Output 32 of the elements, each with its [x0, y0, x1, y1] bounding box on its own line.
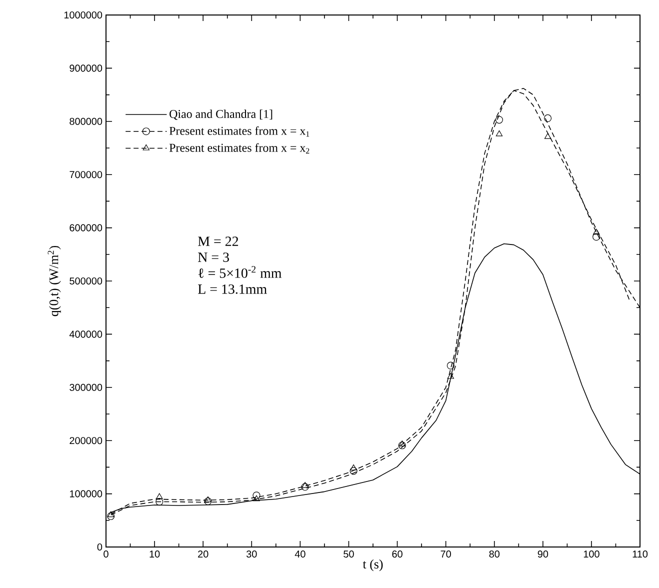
x-tick-label: 80: [489, 550, 500, 558]
x-tick-label: 0: [104, 550, 108, 558]
y-tick-label: 1000000: [64, 11, 102, 19]
y-tick-label: 900000: [70, 64, 102, 72]
x-tick-label: 70: [440, 550, 451, 558]
y-tick-label: 400000: [69, 330, 102, 338]
x-tick-label: 50: [344, 550, 354, 558]
annotation: M = 22: [198, 236, 238, 246]
x-tick-label: 10: [150, 550, 160, 558]
x-tick-label: 20: [198, 550, 208, 558]
y-tick-label: 600000: [70, 224, 102, 232]
y-tick-label: 300000: [70, 384, 102, 391]
legend-label: Qiao and Chandra [1]: [170, 110, 272, 120]
y-tick-label: 200000: [70, 437, 102, 444]
annotation: L = 13.1mm: [198, 284, 267, 294]
y-tick-label: 500000: [70, 277, 102, 285]
annotation: ℓ = 5×10$^{-2}$ mm: [198, 266, 282, 278]
x-axis-title: t (s): [362, 559, 383, 572]
legend-label: Present estimates from x = x$_{2}$: [169, 143, 310, 154]
x-tick-label: 100: [584, 550, 600, 558]
y-tick-label: 700000: [70, 171, 102, 178]
annotation: N = 3: [198, 252, 229, 262]
x-tick-label: 110: [632, 550, 648, 558]
y-axis-title: q(0,t) (W/m$^{2}$): [48, 246, 61, 316]
x-tick-label: 60: [392, 550, 402, 558]
legend-label: Present estimates from x = x$_{1}$: [169, 126, 310, 137]
x-tick-label: 40: [294, 550, 306, 558]
y-tick-label: 0: [97, 543, 102, 551]
y-tick-label: 100000: [70, 490, 102, 498]
x-tick-label: 30: [246, 550, 257, 558]
y-tick-label: 800000: [70, 118, 102, 125]
x-tick-label: 90: [538, 550, 548, 558]
